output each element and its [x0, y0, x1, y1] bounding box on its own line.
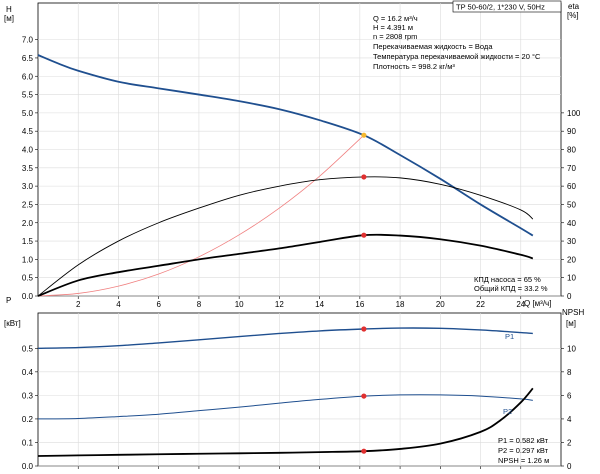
y-tick-label: 5.0: [22, 109, 34, 118]
y2-tick-label: 50: [567, 200, 576, 209]
bottom-plot-tick-labels: 0.0 0.1 0.2 0.3 0.4 0.5 0 2 4 6 8 10: [22, 344, 577, 471]
bottom-power-curve: [37, 394, 533, 420]
y2-tick-label: 60: [567, 182, 576, 191]
top-plot-curves: [37, 54, 534, 297]
x-tick-label: 8: [197, 300, 202, 309]
y-tick-label: 6.5: [22, 54, 34, 63]
y-tick-label: 0.4: [22, 368, 34, 377]
x-tick-label: 18: [396, 300, 405, 309]
bottom-right-axis-unit: [м]: [566, 319, 576, 328]
y-tick-label: 6.0: [22, 72, 34, 81]
x-tick-label: 10: [235, 300, 244, 309]
p2-curve-label: P2: [503, 407, 512, 416]
bottom-plot-curves: [37, 327, 534, 457]
info-pump-efficiency: КПД насоса = 65 %: [474, 275, 541, 284]
top-duty-point: [361, 132, 367, 138]
y-tick-label: 3.0: [22, 182, 34, 191]
x-tick-label: 22: [476, 300, 485, 309]
top-right-axis-label: eta: [568, 2, 580, 11]
y-tick-label: 0.1: [22, 438, 34, 447]
y2-tick-label: 6: [567, 391, 572, 400]
y2-tick-label: 80: [567, 146, 576, 155]
info-density: Плотность = 998.2 кг/м³: [373, 62, 455, 71]
y2-tick-label: 0: [567, 292, 572, 301]
info-p1: P1 = 0.582 кВт: [498, 436, 549, 445]
top-right-axis-unit: [%]: [567, 11, 579, 20]
info-flow: Q = 16.2 м³/ч: [373, 14, 418, 23]
y2-tick-label: 10: [567, 274, 576, 283]
info-p2: P2 = 0.297 кВт: [498, 446, 549, 455]
y2-tick-label: 30: [567, 237, 576, 246]
y-tick-label: 2.0: [22, 219, 34, 228]
x-tick-label: 2: [76, 300, 81, 309]
x-tick-label: 16: [355, 300, 364, 309]
y2-tick-label: 70: [567, 164, 576, 173]
y-tick-label: 0.2: [22, 415, 34, 424]
y-tick-label: 0.5: [22, 274, 34, 283]
top-efficiency-curve: [37, 233, 534, 297]
top-head-curve: [37, 54, 534, 237]
y2-tick-label: 4: [567, 415, 572, 424]
x-tick-label: 4: [116, 300, 121, 309]
y-tick-label: 7.0: [22, 36, 34, 45]
info-npsh: NPSH = 1.26 м: [498, 456, 549, 465]
top-system-curve: [37, 134, 365, 297]
bottom-left-axis-unit: [кВт]: [4, 319, 21, 328]
bottom-efficiency-curve: [37, 387, 534, 457]
x-tick-label: 20: [436, 300, 445, 309]
y-tick-label: 5.5: [22, 91, 34, 100]
x-axis-label: Q [м³/ч]: [524, 299, 551, 308]
y-tick-label: 0.3: [22, 391, 34, 400]
top-plot-tick-labels: 2 4 6 8 10 12 14 16 18 20 22 240.00.51.01.52.02.53.…: [22, 36, 581, 309]
top-plot-grid: [35, 2, 564, 299]
bottom-power-curve: [37, 327, 533, 350]
info-speed: n = 2808 rpm: [373, 32, 417, 41]
y-tick-label: 4.5: [22, 127, 34, 136]
y2-tick-label: 10: [567, 344, 576, 353]
top-plot-duty-points: [361, 132, 367, 238]
y2-tick-label: 40: [567, 219, 576, 228]
x-tick-label: 14: [315, 300, 324, 309]
title-box: [452, 0, 562, 13]
x-tick-label: 12: [275, 300, 284, 309]
y2-tick-label: 20: [567, 255, 576, 264]
y-tick-label: 2.5: [22, 200, 34, 209]
y-tick-label: 1.5: [22, 237, 34, 246]
y2-tick-label: 0: [567, 462, 572, 471]
info-head: H = 4.391 м: [373, 23, 413, 32]
top-duty-point: [361, 174, 367, 180]
y-tick-label: 4.0: [22, 146, 34, 155]
bottom-plot-duty-points: [361, 326, 367, 454]
top-left-axis-label: H: [6, 5, 12, 14]
info-total-efficiency: Общий КПД = 33.2 %: [474, 284, 548, 293]
y-tick-label: 0.0: [22, 462, 34, 471]
y2-tick-label: 100: [567, 109, 581, 118]
info-liquid: Перекачиваемая жидкость = Вода: [373, 42, 493, 51]
y-tick-label: 0.0: [22, 292, 34, 301]
y2-tick-label: 90: [567, 127, 576, 136]
top-efficiency-curve: [37, 176, 534, 297]
y2-tick-label: 8: [567, 368, 572, 377]
y-tick-label: 0.5: [22, 344, 34, 353]
top-left-axis-unit: [м]: [4, 14, 14, 23]
bottom-left-axis-label: P: [6, 296, 11, 305]
info-temperature: Температура перекачиваемой жидкости = 20…: [373, 52, 541, 61]
bottom-duty-point: [361, 326, 367, 332]
y-tick-label: 3.5: [22, 164, 34, 173]
bottom-right-axis-label: NPSH: [562, 308, 584, 317]
x-tick-label: 6: [156, 300, 161, 309]
top-duty-point: [361, 232, 367, 238]
p1-curve-label: P1: [505, 332, 514, 341]
chart-title: TP 50-60/2, 1*230 V, 50Hz: [456, 3, 545, 12]
bottom-duty-point: [361, 393, 367, 399]
y2-tick-label: 2: [567, 438, 572, 447]
bottom-plot-grid: [35, 312, 564, 469]
bottom-duty-point: [361, 448, 367, 454]
y-tick-label: 1.0: [22, 255, 34, 264]
x-tick-label: 24: [516, 300, 525, 309]
